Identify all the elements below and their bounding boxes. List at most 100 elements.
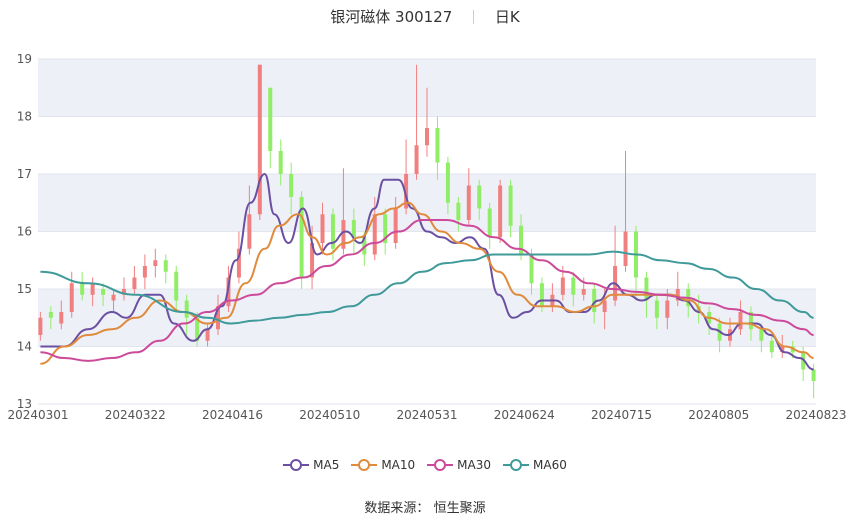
candle-body [539, 283, 544, 307]
candle-body [393, 208, 398, 243]
candle-body [236, 248, 241, 278]
y-tick-label: 18 [17, 110, 32, 124]
x-tick-label: 20240531 [396, 408, 457, 422]
ma30-line [40, 219, 814, 362]
y-tick-label: 19 [17, 52, 32, 66]
candle-body [811, 369, 816, 381]
candle-body [216, 306, 221, 330]
candle-body [477, 185, 482, 209]
candle-body [121, 289, 126, 295]
candle-body [519, 225, 524, 255]
candle-body [425, 128, 429, 146]
candle-body [592, 289, 597, 312]
candle-body [435, 128, 440, 163]
y-tick-label: 16 [17, 225, 32, 239]
candle-body [456, 202, 461, 220]
chart-period[interactable]: 日K [494, 8, 520, 26]
candle-body [59, 312, 64, 324]
legend-item-ma5[interactable]: MA5 [283, 458, 339, 472]
ma60-line [40, 250, 814, 325]
candle-body [498, 185, 503, 238]
chart-title: 银河磁体 300127 [330, 8, 453, 26]
candle-body [330, 214, 335, 249]
candle-body [445, 162, 450, 203]
legend-label: MA30 [457, 458, 492, 472]
x-axis: 20240301 20240322 20240416 20240510 20240531… [7, 408, 846, 422]
candle-body [571, 277, 576, 295]
candle-body [268, 87, 273, 151]
candle-body [48, 312, 53, 318]
chart-legend: MA5 MA10 MA30 MA60 [0, 458, 850, 474]
title-divider [473, 9, 475, 24]
x-tick-label: 20240416 [202, 408, 263, 422]
candle-body [414, 145, 419, 174]
candle-body [320, 214, 325, 243]
candle-body [299, 197, 304, 278]
candlestick-series [38, 64, 816, 399]
chart-title-row: 银河磁体 300127 日K [0, 6, 850, 28]
x-tick-label: 20240510 [299, 408, 360, 422]
candle-body [362, 237, 367, 255]
x-tick-label: 20240322 [105, 408, 166, 422]
candle-body [560, 277, 565, 295]
x-tick-label: 20240301 [7, 408, 68, 422]
ma10-line [40, 201, 814, 365]
moving-average-lines [40, 172, 814, 371]
y-tick-label: 15 [17, 282, 32, 296]
legend-item-ma60[interactable]: MA60 [503, 458, 567, 472]
data-source-value: 恒生聚源 [433, 501, 486, 516]
candle-body [153, 260, 158, 266]
candle-body [372, 214, 377, 255]
candle-body [623, 231, 628, 266]
candle-body [132, 277, 137, 289]
legend-item-ma30[interactable]: MA30 [427, 458, 491, 472]
candle-body [90, 283, 95, 295]
legend-label: MA10 [381, 458, 416, 472]
candle-body [759, 329, 764, 341]
data-source: 数据来源： 恒生聚源 [0, 497, 850, 516]
legend-swatch [351, 459, 378, 471]
x-tick-label: 20240805 [688, 408, 749, 422]
x-tick-label: 20240624 [494, 408, 555, 422]
candle-body [665, 300, 670, 318]
legend-label: MA5 [313, 458, 340, 472]
candle-body [247, 214, 252, 249]
candle-body [310, 243, 315, 278]
candle-body [383, 214, 388, 243]
candle-body [205, 329, 210, 341]
candle-body [404, 174, 409, 209]
candle-body [581, 289, 586, 295]
candle-body [780, 346, 785, 353]
candle-body [289, 174, 294, 197]
candle-body [101, 289, 106, 295]
candle-body [487, 208, 492, 238]
candle-body [675, 289, 680, 301]
candle-body [163, 260, 168, 272]
candle-body [602, 300, 607, 312]
x-tick-label: 20240715 [591, 408, 652, 422]
candle-body [351, 220, 356, 238]
candle-body [769, 340, 774, 353]
legend-swatch [427, 459, 454, 471]
candle-body [184, 300, 189, 318]
legend-swatch [503, 459, 530, 471]
candle-body [466, 185, 471, 220]
legend-item-ma10[interactable]: MA10 [351, 458, 415, 472]
y-tick-label: 14 [17, 340, 32, 354]
candle-body [195, 317, 200, 341]
ma5-line [40, 172, 814, 371]
y-axis: 13 14 15 16 17 18 19 [17, 52, 32, 411]
candle-body [508, 185, 513, 226]
candle-body [341, 220, 346, 249]
candle-body [654, 300, 659, 318]
legend-swatch [283, 459, 310, 471]
x-tick-label: 20240823 [785, 408, 846, 422]
candle-body [738, 312, 743, 330]
candle-body [142, 266, 147, 278]
data-source-label: 数据来源： [364, 501, 430, 516]
y-tick-label: 17 [17, 167, 32, 181]
candle-body [111, 294, 116, 301]
candle-body [278, 151, 283, 174]
legend-label: MA60 [533, 458, 567, 472]
